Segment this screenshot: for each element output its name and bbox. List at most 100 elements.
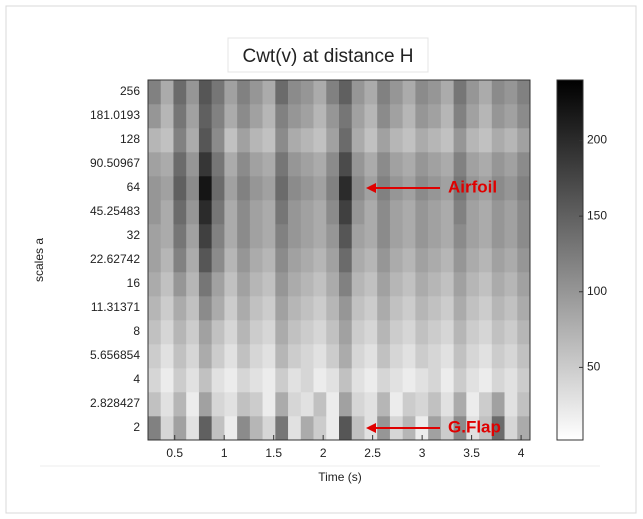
cell [300, 104, 314, 129]
cell [288, 368, 302, 393]
cell [186, 176, 200, 201]
cell [326, 392, 340, 417]
cell [351, 128, 365, 153]
cell [288, 176, 302, 201]
cell [237, 344, 251, 369]
cell [288, 344, 302, 369]
cell [262, 416, 276, 441]
cell [339, 80, 353, 105]
cell [402, 248, 416, 273]
cell [288, 320, 302, 345]
cell [237, 152, 251, 177]
cell [491, 176, 505, 201]
cell [428, 200, 442, 225]
cell [160, 200, 174, 225]
cell [351, 392, 365, 417]
cell [402, 368, 416, 393]
cell [466, 128, 480, 153]
cell [504, 176, 518, 201]
cell [326, 296, 340, 321]
x-axis-label: Time (s) [318, 470, 362, 484]
cell [300, 320, 314, 345]
cell [466, 224, 480, 249]
cell [186, 344, 200, 369]
cell [288, 416, 302, 441]
annotation: Airfoil [448, 177, 497, 196]
cell [440, 296, 454, 321]
cell [288, 296, 302, 321]
cell [275, 368, 289, 393]
cell [198, 344, 212, 369]
cell [453, 368, 467, 393]
cell [339, 104, 353, 129]
cell [351, 320, 365, 345]
cell [377, 296, 391, 321]
cell [224, 224, 238, 249]
cell [262, 344, 276, 369]
cell [491, 368, 505, 393]
cell [300, 416, 314, 441]
cell [262, 104, 276, 129]
cell [351, 152, 365, 177]
cell [517, 392, 531, 417]
cell [415, 152, 429, 177]
cell [466, 296, 480, 321]
colorbar-tick-label: 150 [587, 208, 607, 222]
cell [466, 248, 480, 273]
cell [224, 80, 238, 105]
cell [364, 152, 378, 177]
cell [198, 176, 212, 201]
cell [479, 152, 493, 177]
cell [402, 320, 416, 345]
cell [173, 416, 187, 441]
cell [160, 104, 174, 129]
cell [415, 104, 429, 129]
cell [249, 176, 263, 201]
cell [389, 320, 403, 345]
cell [224, 272, 238, 297]
cell [364, 80, 378, 105]
cell [173, 104, 187, 129]
cell [198, 248, 212, 273]
cell [479, 200, 493, 225]
cell [173, 176, 187, 201]
cell [415, 296, 429, 321]
cell [377, 224, 391, 249]
cell [479, 248, 493, 273]
cell [173, 248, 187, 273]
cell [148, 176, 162, 201]
cell [389, 392, 403, 417]
cell [517, 176, 531, 201]
cell [504, 344, 518, 369]
cell [262, 272, 276, 297]
y-axis-label: scales a [32, 238, 46, 282]
cell [440, 104, 454, 129]
cell [211, 416, 225, 441]
cell [275, 272, 289, 297]
cell [453, 200, 467, 225]
y-tick-label: 90.50967 [90, 156, 140, 170]
cell [148, 416, 162, 441]
cell [148, 320, 162, 345]
x-tick-label: 3.5 [463, 446, 480, 460]
cell [160, 392, 174, 417]
cell [148, 272, 162, 297]
cell [249, 152, 263, 177]
cell [198, 416, 212, 441]
cell [377, 344, 391, 369]
cell [453, 248, 467, 273]
cell [300, 200, 314, 225]
cell [313, 104, 327, 129]
cell [326, 368, 340, 393]
cell [428, 296, 442, 321]
cell [491, 416, 505, 441]
cell [198, 128, 212, 153]
cell [377, 80, 391, 105]
cell [275, 416, 289, 441]
y-tick-label: 2 [133, 420, 140, 434]
cell [504, 368, 518, 393]
cell [249, 368, 263, 393]
cell [504, 152, 518, 177]
cell [224, 200, 238, 225]
cell [466, 344, 480, 369]
